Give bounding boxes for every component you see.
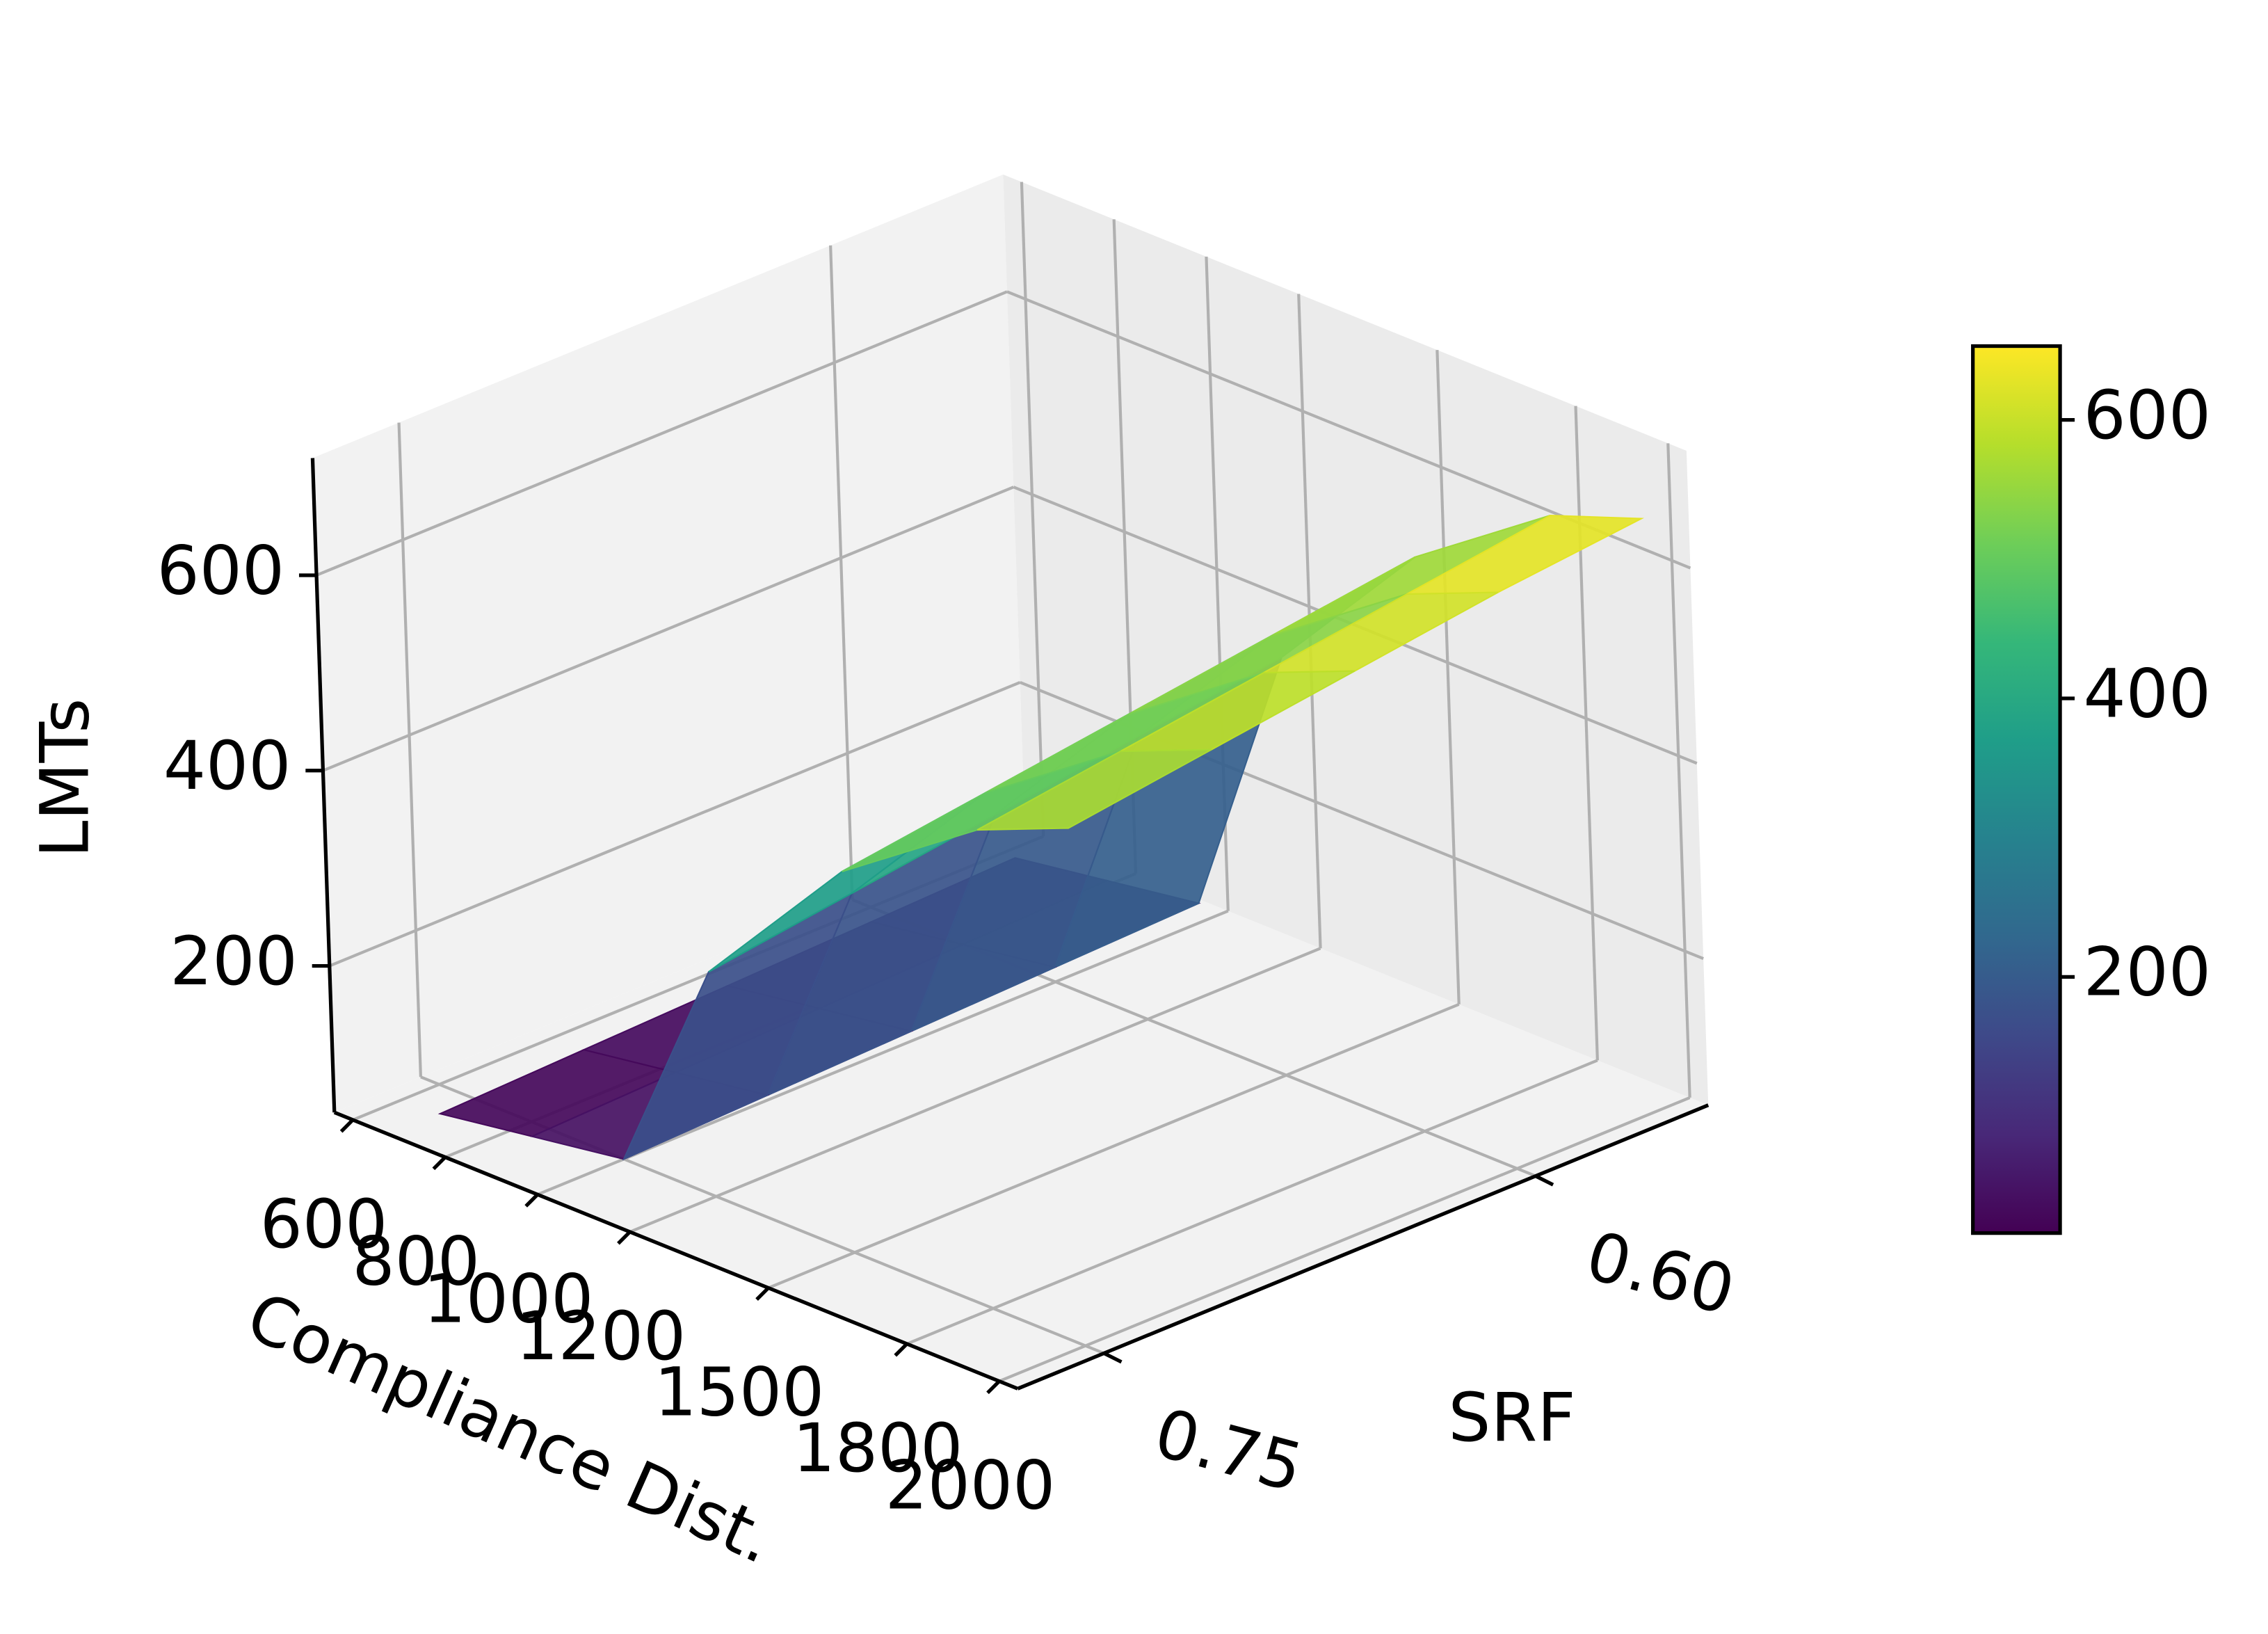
colorbar-tick-label: 200: [2084, 934, 2212, 1011]
grid-line: [1020, 182, 1045, 837]
grid-line: [998, 1096, 1691, 1383]
y-tick: [1103, 1352, 1123, 1364]
grid-line: [322, 486, 1015, 772]
colorbar: [1971, 344, 2062, 1235]
x-tick: [894, 1343, 908, 1357]
x-tick: [524, 1193, 539, 1208]
x-tick-label: 1000: [424, 1260, 594, 1338]
x-tick-label: 2000: [885, 1447, 1056, 1525]
colorbar-tick-label: 400: [2084, 655, 2212, 732]
z-axis-label: LMTs: [26, 698, 104, 858]
grid-line: [1666, 443, 1691, 1098]
x-tick: [986, 1379, 1001, 1395]
grid-line: [537, 909, 1229, 1196]
grid-line: [1435, 350, 1461, 1004]
x-tick-label: 800: [353, 1223, 481, 1301]
grid-line: [397, 422, 422, 1078]
z-tick-label: 200: [170, 922, 298, 1000]
grid-line: [316, 290, 1008, 577]
surface: [437, 514, 1645, 1161]
x-tick-label: 1500: [654, 1354, 825, 1432]
x-tick: [755, 1286, 770, 1301]
x-tick-label: 1800: [793, 1409, 963, 1487]
x-tick-label: 1200: [516, 1297, 686, 1375]
y-tick-label: 0.60: [1578, 1217, 1742, 1331]
floor-pane: [334, 828, 1709, 1389]
grid-line: [629, 947, 1321, 1233]
z-axis: [310, 458, 337, 1113]
grid-line: [328, 681, 1021, 968]
x-axis: [333, 1110, 1019, 1391]
grid-line: [906, 1059, 1598, 1345]
y-tick: [1534, 1174, 1554, 1187]
y-axis-label: SRF: [1448, 1379, 1575, 1457]
x-tick: [339, 1119, 355, 1133]
y-tick-label: 0.75: [1147, 1393, 1311, 1507]
axes: 600800100012001500180020000.600.75200400…: [157, 458, 1742, 1525]
grid-line: [1574, 406, 1599, 1061]
z-tick-label: 600: [157, 531, 285, 609]
grid-line: [768, 1002, 1460, 1290]
grid-line: [829, 245, 854, 900]
z-tick-label: 400: [163, 727, 291, 805]
x-tick: [617, 1231, 632, 1245]
colorbar-ticks: 200 400 600: [2060, 376, 2211, 1011]
surface-patch: [976, 748, 1212, 831]
colorbar-tick-label: 600: [2084, 376, 2212, 454]
x-tick-label: 600: [260, 1185, 388, 1263]
x-tick: [432, 1155, 447, 1171]
y-axis: [1017, 1103, 1710, 1391]
